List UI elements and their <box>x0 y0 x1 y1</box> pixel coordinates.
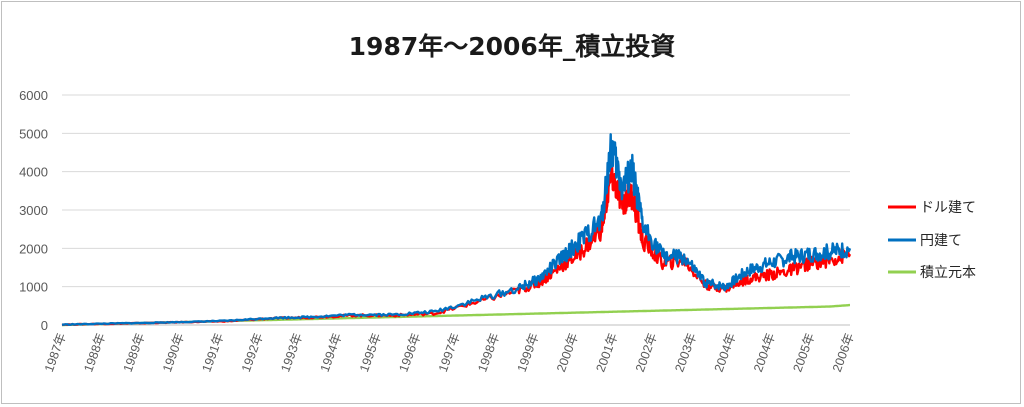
x-tick-label: 1999年 <box>515 331 542 374</box>
y-tick-label: 5000 <box>19 126 48 141</box>
legend-label-0: ドル建て <box>920 200 976 216</box>
x-tick-label: 1989年 <box>121 331 148 374</box>
series-line-0 <box>61 157 852 327</box>
x-tick-label: 1994年 <box>318 331 345 374</box>
x-tick-label: 1995年 <box>357 331 384 374</box>
x-tick-label: 1992年 <box>239 331 266 374</box>
legend-label-1: 円建て <box>920 233 962 249</box>
x-tick-label: 2004年 <box>751 331 778 374</box>
x-tick-label: 1987年 <box>42 331 69 374</box>
x-tick-label: 1988年 <box>81 331 108 374</box>
x-tick-label: 2006年 <box>830 331 857 374</box>
y-axis-ticks: 0 1000 2000 3000 4000 5000 6000 <box>19 88 48 333</box>
x-tick-label: 2003年 <box>672 331 699 374</box>
x-tick-label: 1991年 <box>199 331 226 374</box>
y-tick-label: 6000 <box>19 88 48 103</box>
x-tick-label: 2004年 <box>712 331 739 374</box>
x-tick-label: 1996年 <box>396 331 423 374</box>
y-tick-label: 4000 <box>19 165 48 180</box>
x-axis-ticks: 1987年 1988年 1989年 1990年 1991年 1992年 1993年 1994年… <box>42 331 857 374</box>
y-tick-label: 1000 <box>19 280 48 295</box>
y-tick-label: 0 <box>41 318 48 333</box>
x-tick-label: 1998年 <box>475 331 502 374</box>
y-tick-label: 3000 <box>19 203 48 218</box>
y-tick-label: 2000 <box>19 241 48 256</box>
x-tick-label: 1990年 <box>160 331 187 374</box>
x-tick-label: 2000年 <box>554 331 581 374</box>
x-tick-label: 1993年 <box>278 331 305 374</box>
gridlines <box>62 94 850 326</box>
x-tick-label: 2005年 <box>790 331 817 374</box>
chart-title: 1987年～2006年_積立投資 <box>349 32 676 61</box>
series-line-1 <box>61 133 852 326</box>
series-lines <box>61 133 852 327</box>
legend-label-2: 積立元本 <box>920 265 976 281</box>
x-tick-label: 2001年 <box>593 331 620 374</box>
x-tick-label: 1997年 <box>436 331 463 374</box>
x-tick-label: 2002年 <box>633 331 660 374</box>
